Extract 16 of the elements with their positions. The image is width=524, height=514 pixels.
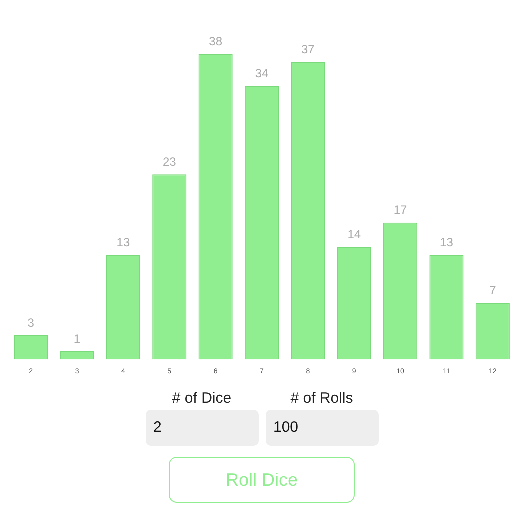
text: 2 [146,410,258,446]
text: Roll Dice [169,457,355,503]
data-label: 38 [209,34,223,48]
text: 100 [266,410,378,446]
data-label: 1 [74,332,81,346]
text: # of Rolls [290,390,354,409]
data-label: 17 [394,203,408,218]
data-label: 34 [255,66,269,81]
text: # of Dice [171,390,233,409]
data-label: 13 [440,235,454,250]
data-label: 23 [162,154,177,169]
data-label: 37 [302,42,316,56]
data-label: 13 [116,235,130,250]
data-label: 7 [490,284,497,298]
data-label: 14 [348,227,362,242]
data-label: 3 [28,316,35,330]
